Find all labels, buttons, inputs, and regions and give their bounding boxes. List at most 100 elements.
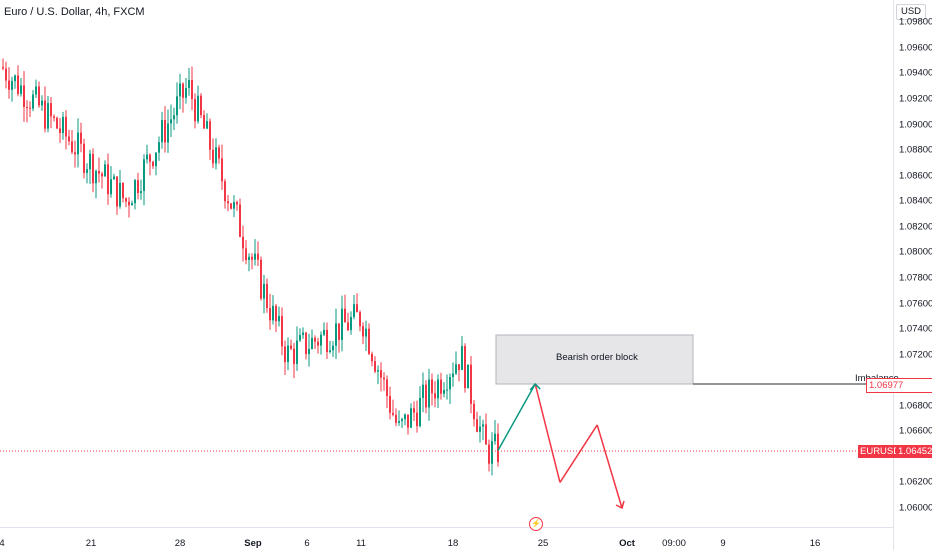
candle bbox=[263, 274, 265, 314]
currency-button[interactable]: USD bbox=[896, 4, 926, 20]
lightning-bolt-icon[interactable]: ⚡ bbox=[529, 517, 543, 531]
price-tick: 1.09000 bbox=[899, 119, 932, 131]
candle bbox=[494, 420, 496, 445]
candle bbox=[242, 225, 244, 262]
price-tick: 1.07200 bbox=[899, 349, 932, 361]
candle bbox=[269, 293, 271, 330]
candle bbox=[413, 401, 415, 422]
candle bbox=[404, 413, 406, 426]
projection-segment bbox=[559, 424, 598, 483]
candle bbox=[215, 138, 217, 170]
candle bbox=[377, 365, 379, 385]
projection-segment bbox=[596, 424, 623, 509]
time-tick: 9 bbox=[720, 538, 726, 549]
candle bbox=[332, 341, 334, 357]
candle bbox=[293, 342, 295, 379]
candle bbox=[221, 144, 223, 190]
candle bbox=[83, 138, 85, 179]
candle bbox=[254, 239, 256, 266]
candle bbox=[203, 110, 205, 129]
bearish-order-block bbox=[495, 334, 694, 385]
candle bbox=[374, 356, 376, 374]
candle bbox=[290, 339, 292, 351]
candle bbox=[479, 415, 481, 443]
candle bbox=[410, 403, 412, 429]
candle bbox=[389, 386, 391, 420]
candle bbox=[308, 333, 310, 367]
candle bbox=[209, 118, 211, 160]
candle bbox=[143, 154, 145, 206]
candle bbox=[419, 386, 421, 428]
candle bbox=[197, 85, 199, 124]
candle bbox=[278, 306, 280, 327]
candle bbox=[272, 294, 274, 325]
candle bbox=[11, 76, 13, 102]
candle bbox=[368, 323, 370, 356]
candle bbox=[134, 178, 136, 210]
price-tick: 1.09800 bbox=[899, 16, 932, 28]
candle bbox=[47, 95, 49, 133]
candle bbox=[305, 331, 307, 360]
candle bbox=[335, 308, 337, 360]
candle bbox=[206, 113, 208, 130]
candle bbox=[245, 240, 247, 265]
candle bbox=[401, 417, 403, 429]
candle bbox=[140, 179, 142, 200]
candle bbox=[62, 111, 64, 140]
candle bbox=[8, 67, 10, 99]
candle bbox=[380, 362, 382, 392]
candle bbox=[29, 101, 31, 117]
candle bbox=[17, 65, 19, 97]
candle bbox=[317, 337, 319, 354]
imbalance-price-tag: 1.06977 bbox=[866, 378, 932, 393]
candle bbox=[299, 328, 301, 342]
candle bbox=[488, 439, 490, 472]
candle bbox=[227, 195, 229, 212]
candle bbox=[287, 337, 289, 371]
price-tick: 1.08400 bbox=[899, 195, 932, 207]
candle bbox=[284, 340, 286, 375]
candle bbox=[452, 362, 454, 387]
candle bbox=[482, 419, 484, 441]
candle bbox=[473, 399, 475, 427]
price-axis-border bbox=[893, 0, 894, 550]
candle bbox=[461, 336, 463, 371]
candle bbox=[476, 411, 478, 433]
candle bbox=[125, 197, 127, 208]
time-tick: Sep bbox=[244, 538, 262, 549]
candle bbox=[485, 413, 487, 445]
candle bbox=[440, 372, 442, 400]
projection-segment bbox=[497, 383, 536, 451]
candle bbox=[350, 311, 352, 335]
order-block-label: Bearish order block bbox=[556, 352, 638, 363]
candle bbox=[71, 129, 73, 155]
price-tick: 1.06000 bbox=[899, 502, 932, 514]
candle bbox=[161, 111, 163, 149]
candle bbox=[320, 331, 322, 355]
projection-path bbox=[497, 382, 625, 510]
candle bbox=[464, 343, 466, 393]
candle bbox=[89, 149, 91, 184]
candle bbox=[32, 90, 34, 112]
candle bbox=[167, 109, 169, 153]
candle bbox=[56, 116, 58, 130]
price-tick: 1.06800 bbox=[899, 400, 932, 412]
time-tick: 21 bbox=[85, 538, 97, 549]
candle bbox=[149, 153, 151, 176]
price-tick: 1.09200 bbox=[899, 93, 932, 105]
candle bbox=[77, 118, 79, 168]
candle bbox=[353, 295, 355, 320]
projection-segment bbox=[534, 383, 561, 483]
candle bbox=[113, 173, 115, 180]
candle bbox=[467, 364, 469, 389]
candle bbox=[392, 399, 394, 417]
candle bbox=[191, 66, 193, 111]
time-tick: 4 bbox=[0, 538, 5, 549]
candle bbox=[356, 293, 358, 313]
projection-arrowhead bbox=[615, 500, 625, 510]
candle bbox=[98, 157, 100, 183]
candle bbox=[59, 117, 61, 143]
candle bbox=[35, 79, 37, 99]
candle bbox=[248, 253, 250, 272]
